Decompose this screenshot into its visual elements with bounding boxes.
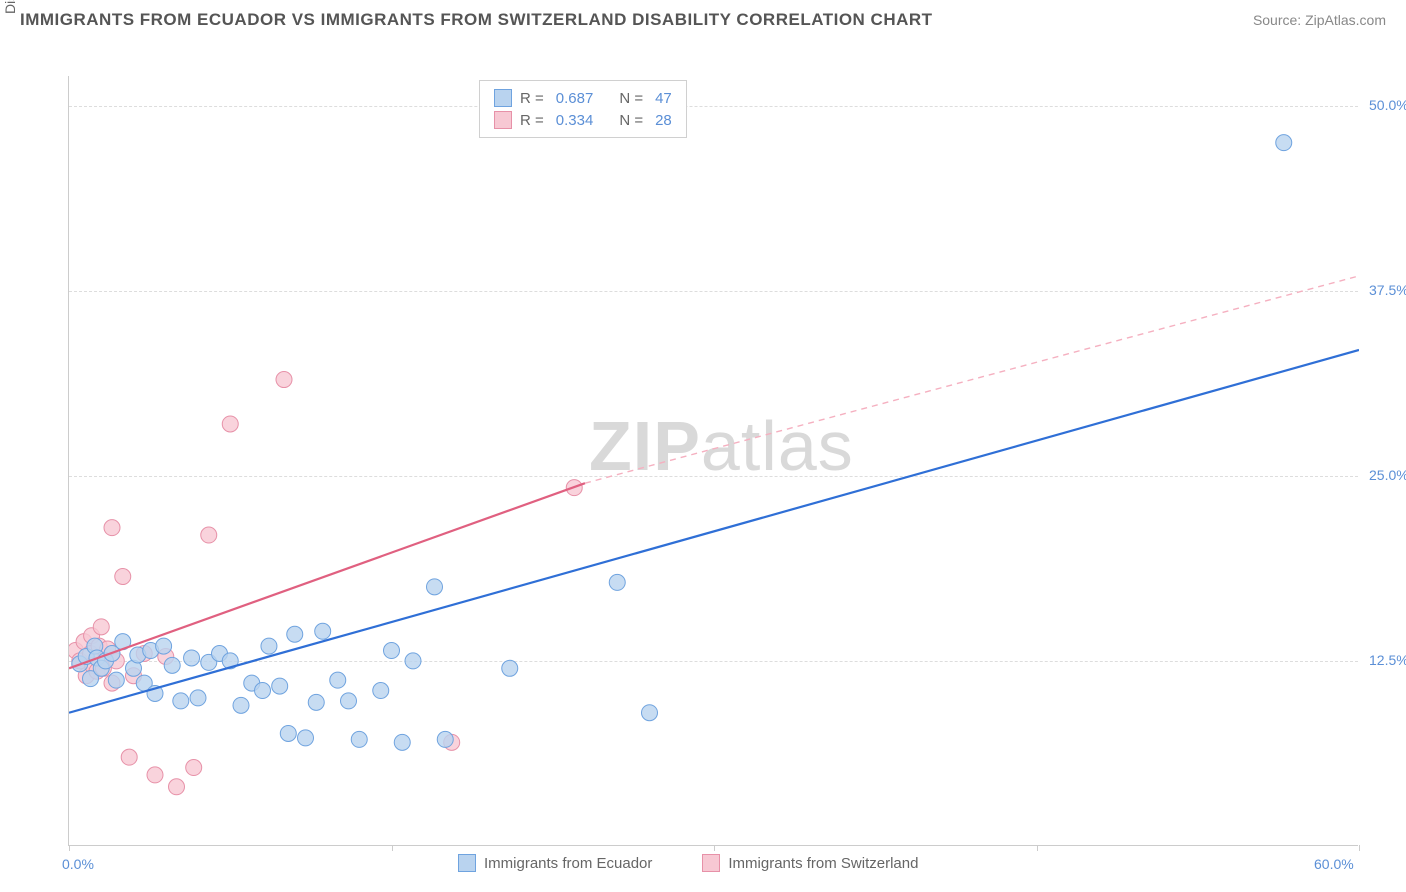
data-point-ecuador bbox=[405, 653, 421, 669]
legend-r-label: R = bbox=[520, 112, 544, 129]
data-point-switzerland bbox=[186, 760, 202, 776]
legend-r-value: 0.687 bbox=[556, 90, 594, 107]
legend-swatch bbox=[458, 854, 476, 872]
legend-correlation-box: R = 0.687 N = 47 R = 0.334 N = 28 bbox=[479, 80, 687, 138]
data-point-switzerland bbox=[276, 372, 292, 388]
data-point-ecuador bbox=[1276, 135, 1292, 151]
trendline bbox=[69, 350, 1359, 713]
legend-r-label: R = bbox=[520, 90, 544, 107]
y-tick-label: 50.0% bbox=[1369, 97, 1406, 113]
data-point-ecuador bbox=[308, 694, 324, 710]
data-point-ecuador bbox=[298, 730, 314, 746]
data-point-switzerland bbox=[147, 767, 163, 783]
y-tick-label: 37.5% bbox=[1369, 282, 1406, 298]
data-point-ecuador bbox=[184, 650, 200, 666]
legend-swatch bbox=[702, 854, 720, 872]
x-tick bbox=[1359, 845, 1360, 851]
data-point-ecuador bbox=[642, 705, 658, 721]
data-point-ecuador bbox=[272, 678, 288, 694]
legend-series-label: Immigrants from Switzerland bbox=[728, 855, 918, 872]
y-tick-label: 25.0% bbox=[1369, 467, 1406, 483]
legend-n-label: N = bbox=[619, 90, 643, 107]
data-point-ecuador bbox=[609, 574, 625, 590]
data-point-switzerland bbox=[201, 527, 217, 543]
data-point-ecuador bbox=[437, 731, 453, 747]
data-point-ecuador bbox=[108, 672, 124, 688]
source-attribution: Source: ZipAtlas.com bbox=[1253, 12, 1386, 28]
data-point-ecuador bbox=[261, 638, 277, 654]
scatter-plot-svg bbox=[69, 76, 1359, 846]
data-point-ecuador bbox=[502, 660, 518, 676]
data-point-switzerland bbox=[115, 569, 131, 585]
data-point-switzerland bbox=[104, 520, 120, 536]
data-point-ecuador bbox=[315, 623, 331, 639]
data-point-ecuador bbox=[190, 690, 206, 706]
data-point-ecuador bbox=[280, 725, 296, 741]
legend-correlation-row: R = 0.687 N = 47 bbox=[494, 87, 672, 109]
legend-series-item: Immigrants from Switzerland bbox=[702, 854, 918, 872]
trendline bbox=[585, 276, 1359, 483]
data-point-switzerland bbox=[222, 416, 238, 432]
legend-correlation-row: R = 0.334 N = 28 bbox=[494, 109, 672, 131]
legend-series-item: Immigrants from Ecuador bbox=[458, 854, 652, 872]
plot-area: ZIPatlas R =0.687N =47R =0.334N =28 12.5… bbox=[68, 76, 1358, 846]
data-point-ecuador bbox=[373, 683, 389, 699]
data-point-ecuador bbox=[255, 683, 271, 699]
y-axis-label: Disability bbox=[2, 0, 18, 14]
data-point-ecuador bbox=[156, 638, 172, 654]
legend-n-label: N = bbox=[619, 112, 643, 129]
data-point-ecuador bbox=[427, 579, 443, 595]
legend-swatch bbox=[494, 89, 512, 107]
data-point-ecuador bbox=[341, 693, 357, 709]
data-point-ecuador bbox=[330, 672, 346, 688]
x-tick-label: 60.0% bbox=[1314, 856, 1354, 872]
data-point-ecuador bbox=[173, 693, 189, 709]
legend-r-value: 0.334 bbox=[556, 112, 594, 129]
data-point-ecuador bbox=[233, 697, 249, 713]
legend-series: Immigrants from Ecuador Immigrants from S… bbox=[458, 854, 918, 872]
data-point-switzerland bbox=[93, 619, 109, 635]
data-point-ecuador bbox=[394, 734, 410, 750]
legend-n-value: 28 bbox=[655, 112, 672, 129]
data-point-ecuador bbox=[351, 731, 367, 747]
x-tick-label: 0.0% bbox=[62, 856, 94, 872]
data-point-ecuador bbox=[287, 626, 303, 642]
legend-swatch bbox=[494, 111, 512, 129]
chart-title: IMMIGRANTS FROM ECUADOR VS IMMIGRANTS FR… bbox=[20, 10, 933, 30]
data-point-switzerland bbox=[121, 749, 137, 765]
data-point-ecuador bbox=[164, 657, 180, 673]
legend-series-label: Immigrants from Ecuador bbox=[484, 855, 652, 872]
y-tick-label: 12.5% bbox=[1369, 652, 1406, 668]
data-point-switzerland bbox=[169, 779, 185, 795]
data-point-ecuador bbox=[384, 643, 400, 659]
legend-n-value: 47 bbox=[655, 90, 672, 107]
